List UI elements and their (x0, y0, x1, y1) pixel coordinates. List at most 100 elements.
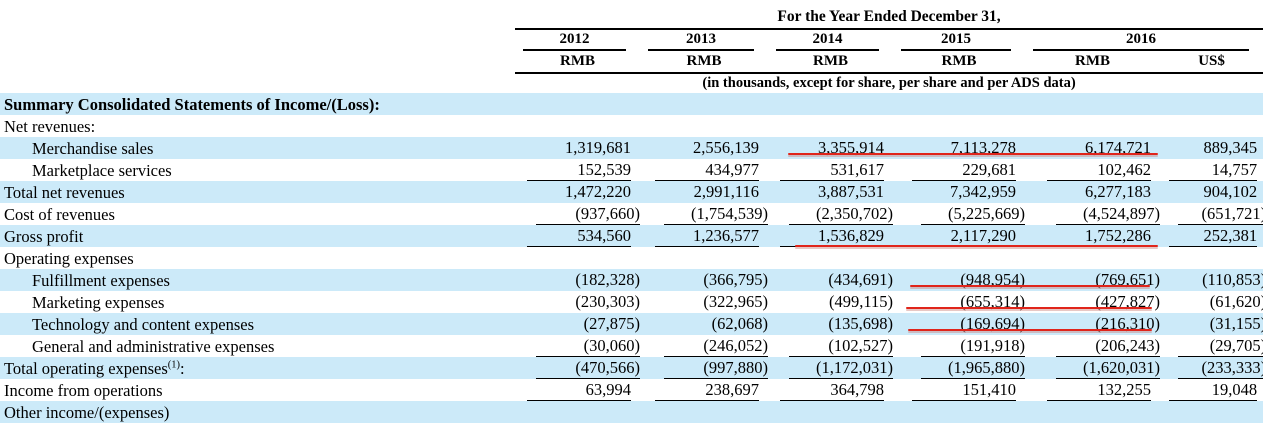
row-label: Fulfillment expenses (32, 270, 170, 290)
cell-value: (206,243) (1056, 336, 1160, 357)
cell-value: (5,225,669) (921, 204, 1025, 225)
currency-header: RMB (640, 51, 768, 74)
unit-note: (in thousands, except for share, per sha… (702, 75, 1076, 91)
table-row-merchandise-sales: Merchandise sales 1,319,681 2,556,139 3,… (0, 137, 1263, 159)
label-spacer (0, 0, 515, 29)
cell-value: (135,698) (828, 314, 893, 333)
row-label: Total operating expenses(1): (4, 358, 185, 378)
table-row-general-admin-expenses: General and administrative expenses (30,… (0, 335, 1263, 357)
red-underline-annotation (910, 285, 1150, 287)
label-spacer (0, 73, 515, 93)
row-label: Net revenues: (4, 116, 96, 136)
cell-value: (182,328) (575, 270, 640, 289)
cell-value: (62,068) (711, 314, 768, 333)
cell-value: 2,117,290 (912, 226, 1016, 247)
cell-value: (110,853) (1202, 270, 1263, 289)
cell-value: (30,060) (536, 336, 640, 357)
cell-value: 102,462 (1047, 160, 1151, 181)
currency-header: US$ (1160, 51, 1263, 74)
table-row-total-operating-expenses: Total operating expenses(1): (470,566) (… (0, 357, 1263, 379)
unit-note-row: (in thousands, except for share, per sha… (0, 73, 1263, 93)
table-row-other-income-expenses: Other income/(expenses) (0, 401, 1263, 423)
table-row-section-title: Summary Consolidated Statements of Incom… (0, 93, 1263, 115)
cell-value: 1,536,829 (780, 226, 884, 247)
cell-value: 151,410 (912, 380, 1016, 401)
cell-value: (427,827) (1095, 292, 1160, 311)
cell-value: (1,172,031) (789, 358, 893, 379)
table-row-technology-content-expenses: Technology and content expenses (27,875)… (0, 313, 1263, 335)
year-header-row: 2012 2013 2014 2015 2016 (0, 29, 1263, 51)
label-spacer (0, 29, 515, 51)
row-label: Marketing expenses (32, 292, 165, 312)
table-row-fulfillment-expenses: Fulfillment expenses (182,328) (366,795)… (0, 269, 1263, 291)
cell-value: (102,527) (789, 336, 893, 357)
cell-value: (169,694) (960, 314, 1025, 333)
year-header-2013: 2013 (640, 29, 768, 51)
currency-header: RMB (1025, 51, 1160, 74)
table-row-total-net-revenues: Total net revenues 1,472,220 2,991,116 3… (0, 181, 1263, 203)
cell-value: 534,560 (527, 226, 631, 247)
currency-header: RMB (893, 51, 1025, 74)
red-underline-annotation (906, 307, 1152, 309)
cell-value: (769,651) (1095, 270, 1160, 289)
cell-value: 6,277,183 (1085, 182, 1151, 201)
cell-value: 229,681 (912, 160, 1016, 181)
cell-value: (434,691) (828, 270, 893, 289)
row-label: Merchandise sales (32, 138, 154, 158)
row-label: Other income/(expenses) (4, 402, 170, 422)
cell-value: 14,757 (1169, 160, 1258, 181)
cell-value: (655,314) (960, 292, 1025, 311)
cell-value: 889,345 (1203, 138, 1258, 157)
cell-value: 2,556,139 (693, 138, 759, 157)
cell-value: 531,617 (780, 160, 884, 181)
cell-value: 3,355,914 (818, 138, 884, 157)
year-header-2016: 2016 (1025, 29, 1263, 51)
year-header-2012: 2012 (515, 29, 640, 51)
currency-header-row: RMB RMB RMB RMB RMB US$ (0, 51, 1263, 74)
cell-value: 904,102 (1203, 182, 1258, 201)
red-underline-annotation (795, 245, 1158, 247)
row-label: Income from operations (4, 380, 163, 400)
cell-value: 152,539 (527, 160, 631, 181)
cell-value: (366,795) (703, 270, 768, 289)
row-label: General and administrative expenses (32, 336, 275, 356)
cell-value: 252,381 (1169, 226, 1258, 247)
cell-value: (29,705) (1178, 336, 1263, 357)
currency-header: RMB (768, 51, 893, 74)
cell-value: 132,255 (1047, 380, 1151, 401)
row-label: Technology and content expenses (32, 314, 254, 334)
cell-value: (948,954) (960, 270, 1025, 289)
row-label: Total net revenues (4, 182, 125, 202)
cell-value: (191,918) (921, 336, 1025, 357)
cell-value: 1,319,681 (565, 138, 631, 157)
label-spacer (0, 51, 515, 73)
footnote-marker: (1) (167, 359, 181, 370)
cell-value: (246,052) (664, 336, 768, 357)
red-underline-annotation (908, 329, 1152, 331)
cell-value: (651,721) (1178, 204, 1263, 225)
cell-value: (61,620) (1209, 292, 1263, 311)
year-header-2015: 2015 (893, 29, 1025, 51)
year-header-2014: 2014 (768, 29, 893, 51)
cell-value: (233,333) (1178, 358, 1263, 379)
table-row-marketplace-services: Marketplace services 152,539 434,977 531… (0, 159, 1263, 181)
cell-value: 238,697 (655, 380, 759, 401)
cell-value: (470,566) (536, 358, 640, 379)
cell-value: 1,752,286 (1047, 226, 1151, 247)
cell-value: (997,880) (664, 358, 768, 379)
table-row-marketing-expenses: Marketing expenses (230,303) (322,965) (… (0, 291, 1263, 313)
cell-value: 2,991,116 (693, 182, 759, 201)
currency-header: RMB (515, 51, 640, 74)
cell-value: 1,236,577 (655, 226, 759, 247)
cell-value: (230,303) (575, 292, 640, 311)
cell-value: (499,115) (828, 292, 893, 311)
cell-value: (937,660) (536, 204, 640, 225)
cell-value: 63,994 (527, 380, 631, 401)
cell-value: (4,524,897) (1056, 204, 1160, 225)
cell-value: 1,472,220 (565, 182, 631, 201)
table-row-net-revenues-heading: Net revenues: (0, 115, 1263, 137)
table-row-gross-profit: Gross profit 534,560 1,236,577 1,536,829… (0, 225, 1263, 247)
period-header-row: For the Year Ended December 31, (0, 0, 1263, 30)
